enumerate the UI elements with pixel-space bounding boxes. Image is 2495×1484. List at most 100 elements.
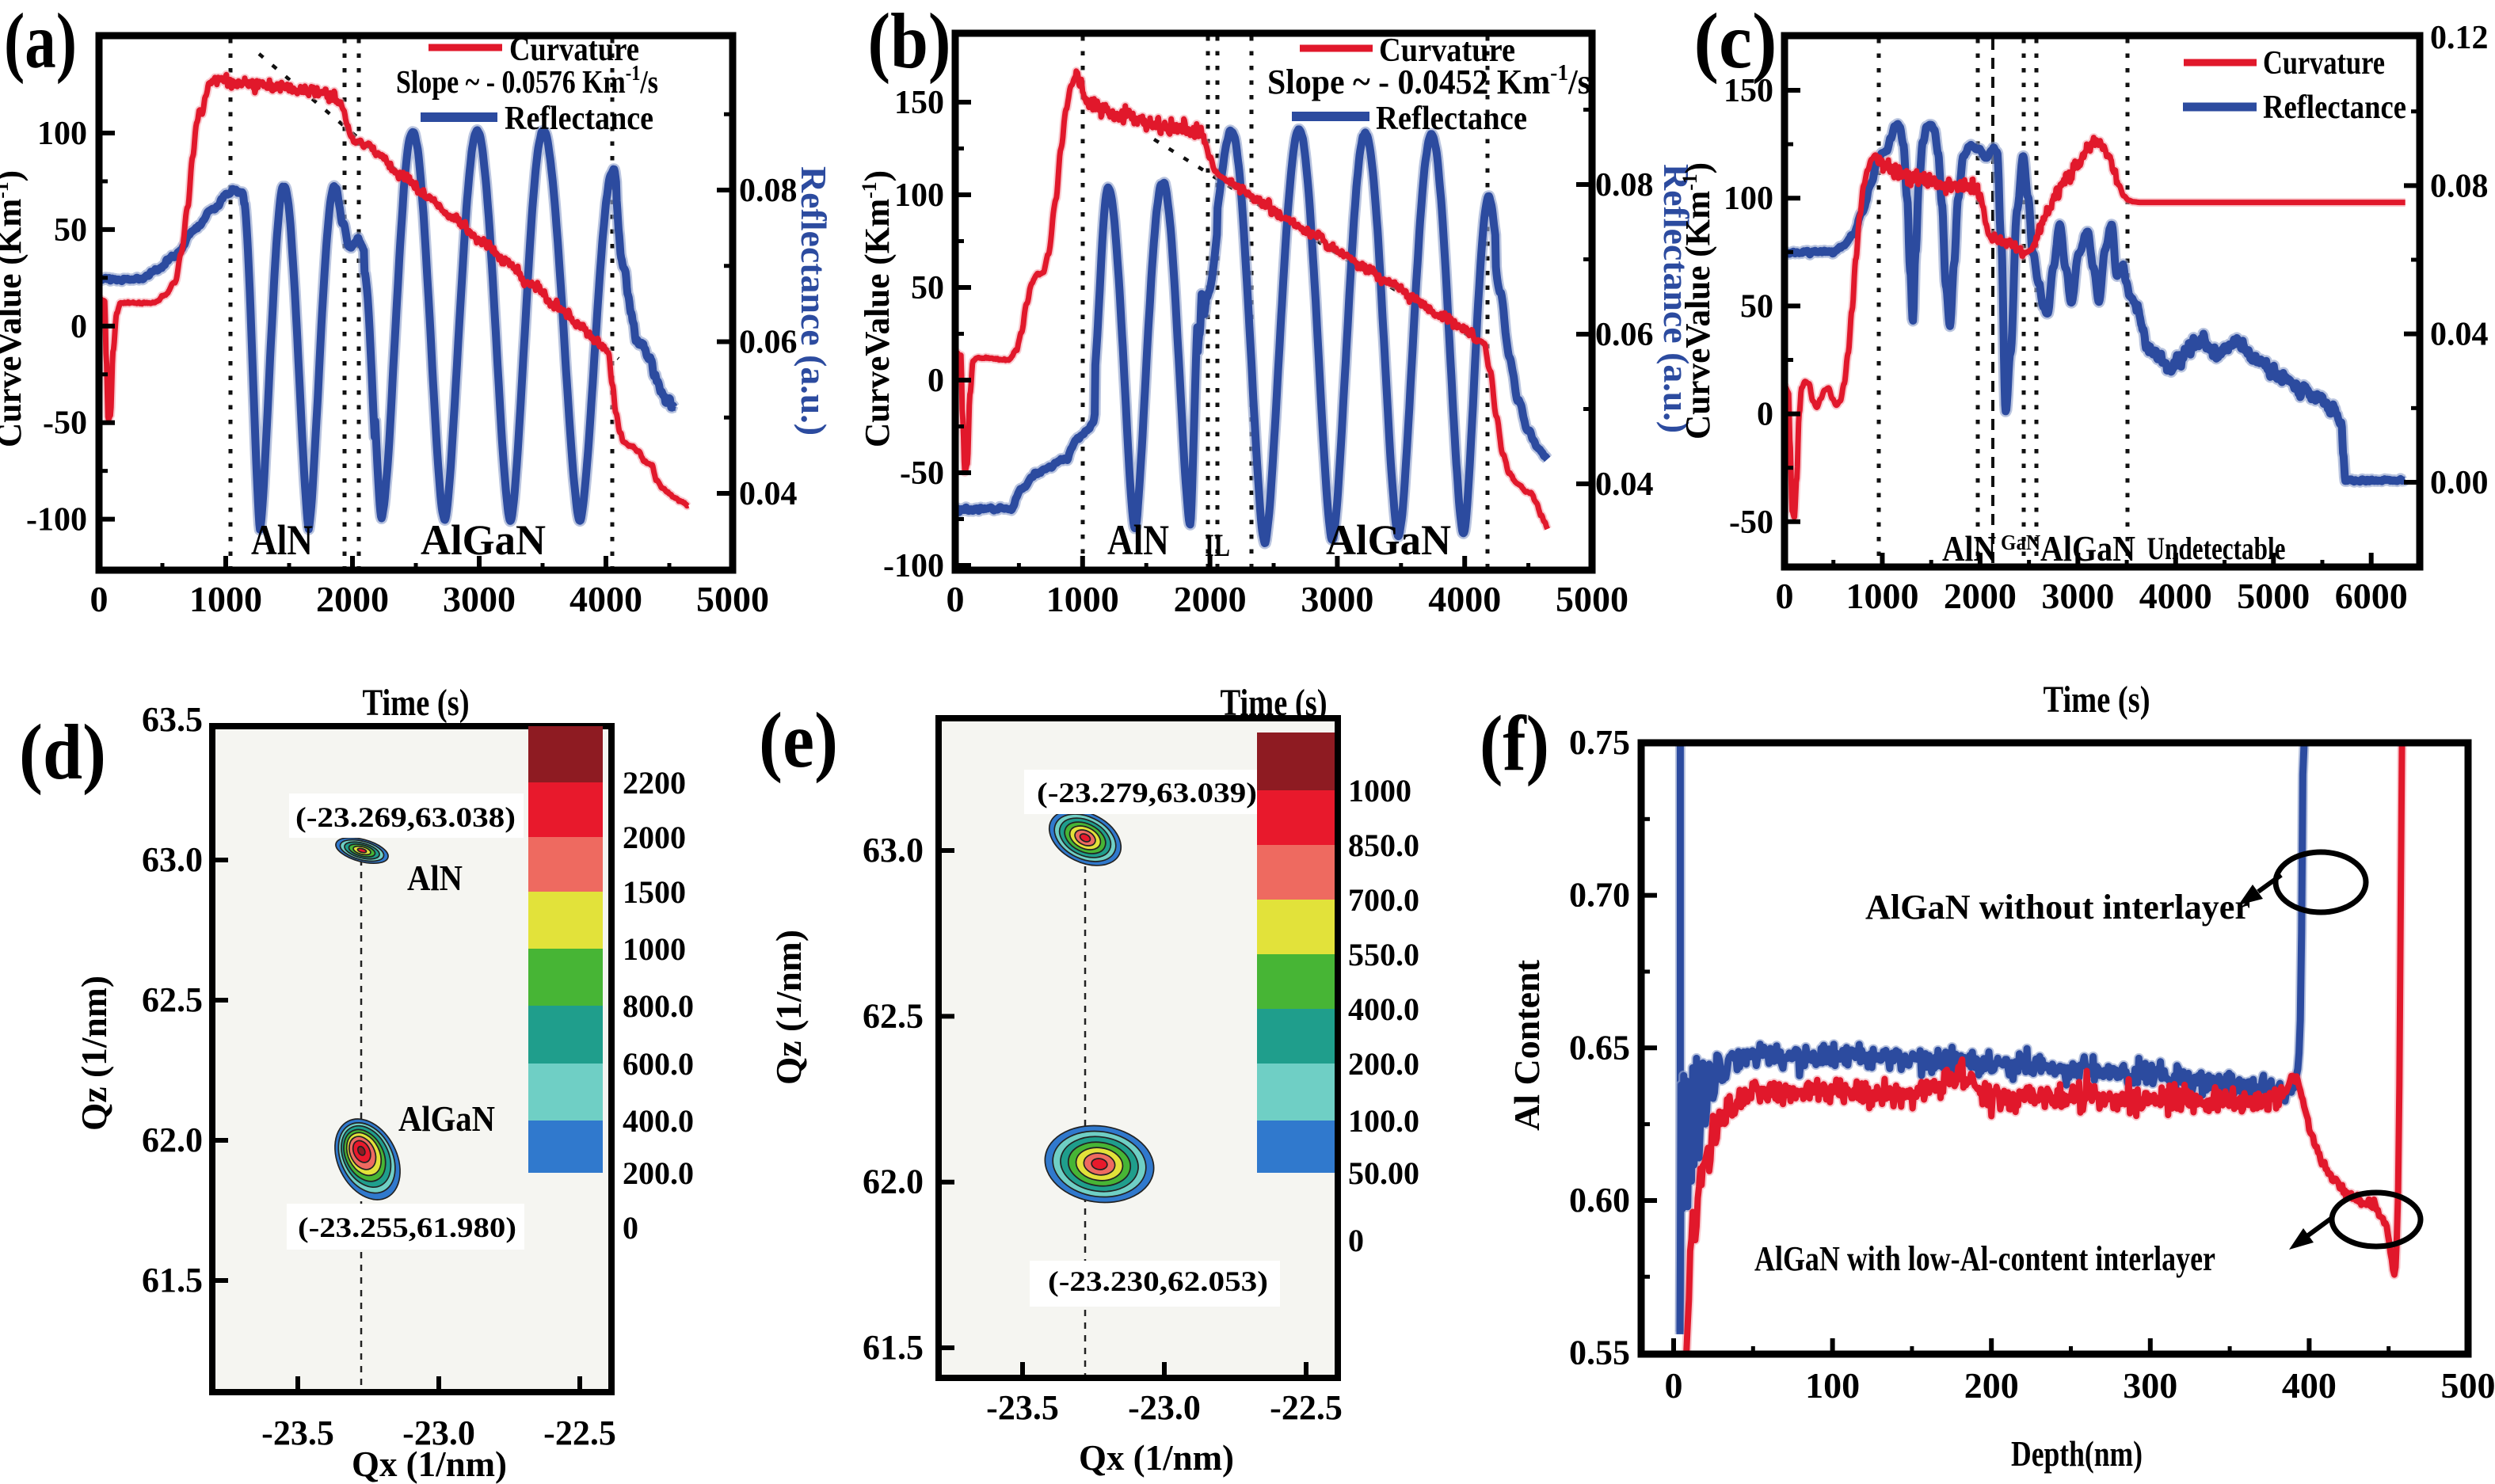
svg-text:200.0: 200.0 [623,1155,694,1191]
svg-text:0: 0 [928,363,944,399]
svg-text:63.0: 63.0 [863,831,924,869]
svg-text:0.04: 0.04 [1595,466,1654,503]
svg-text:150: 150 [894,85,944,121]
svg-text:0.55: 0.55 [1569,1334,1630,1372]
svg-text:500: 500 [2441,1365,2495,1406]
svg-text:800.0: 800.0 [623,988,694,1024]
svg-text:Qx (1/nm): Qx (1/nm) [352,1444,507,1484]
svg-text:0: 0 [1776,576,1794,616]
svg-text:AlGaN: AlGaN [2040,528,2135,569]
svg-text:61.5: 61.5 [142,1261,203,1299]
svg-text:Curvature: Curvature [2263,45,2385,82]
svg-text:62.5: 62.5 [142,980,203,1019]
svg-text:4000: 4000 [1428,579,1501,619]
svg-text:0: 0 [623,1210,638,1246]
svg-text:0.08: 0.08 [2430,168,2489,204]
svg-text:-23.5: -23.5 [261,1414,334,1452]
svg-text:Depth(nm): Depth(nm) [2011,1433,2143,1474]
svg-text:1000: 1000 [1846,576,1918,616]
svg-text:61.5: 61.5 [863,1328,924,1367]
svg-text:150: 150 [1724,73,1773,109]
svg-text:AlN: AlN [251,516,313,564]
svg-text:63.0: 63.0 [142,840,203,879]
svg-text:AlN: AlN [1942,528,1996,569]
svg-text:0: 0 [1348,1223,1364,1258]
svg-text:-22.5: -22.5 [543,1414,616,1452]
svg-text:(a): (a) [4,0,77,85]
svg-text:0.08: 0.08 [1595,167,1654,204]
svg-text:0: 0 [90,579,109,619]
svg-text:Time (s): Time (s) [363,682,470,724]
svg-text:1000: 1000 [189,579,262,619]
svg-text:400: 400 [2282,1365,2337,1406]
svg-text:Qz (1/nm): Qz (1/nm) [768,930,809,1085]
svg-text:700.0: 700.0 [1348,882,1419,918]
svg-text:(-23.230,62.053): (-23.230,62.053) [1048,1265,1268,1297]
svg-text:Qz (1/nm): Qz (1/nm) [74,976,114,1131]
svg-text:3000: 3000 [443,579,516,619]
svg-text:CurveValue (Km-1): CurveValue (Km-1) [858,170,897,447]
svg-text:1000: 1000 [623,931,686,967]
svg-text:0.65: 0.65 [1569,1028,1630,1067]
svg-text:(d): (d) [19,708,106,796]
svg-text:GaN: GaN [2001,531,2040,554]
svg-text:200.0: 200.0 [1348,1046,1419,1082]
svg-text:AlGaN: AlGaN [398,1098,495,1139]
svg-text:-23.0: -23.0 [402,1414,475,1452]
svg-text:1000: 1000 [1046,579,1119,619]
svg-text:(-23.269,63.038): (-23.269,63.038) [295,801,516,833]
svg-text:4000: 4000 [569,579,642,619]
svg-text:AlN: AlN [407,858,463,898]
svg-text:0.06: 0.06 [739,325,798,361]
svg-text:CurveValue (Km-1): CurveValue (Km-1) [0,170,29,447]
svg-text:CurveValue (Km-1): CurveValue (Km-1) [1678,162,1717,439]
svg-text:62.5: 62.5 [863,996,924,1035]
svg-text:Reflectance: Reflectance [1376,101,1527,137]
svg-text:-50: -50 [1729,504,1773,541]
svg-text:400.0: 400.0 [1348,991,1419,1027]
svg-text:Curvature: Curvature [1379,32,1515,69]
svg-text:2200: 2200 [623,765,686,801]
svg-text:400.0: 400.0 [623,1103,694,1139]
svg-text:-23.0: -23.0 [1128,1388,1201,1427]
svg-text:3000: 3000 [2041,576,2114,616]
svg-text:550.0: 550.0 [1348,937,1419,972]
svg-text:50.00: 50.00 [1348,1155,1419,1191]
svg-text:100.0: 100.0 [1348,1103,1419,1139]
svg-text:Reflectance (a.u.): Reflectance (a.u.) [1656,164,1697,433]
svg-text:-100: -100 [883,548,944,584]
svg-text:(f): (f) [1480,699,1549,787]
svg-text:IL: IL [1205,527,1230,563]
svg-text:Undetectable: Undetectable [2147,531,2286,566]
svg-text:100: 100 [1724,181,1773,217]
svg-text:50: 50 [54,212,87,249]
svg-text:Curvature: Curvature [509,32,639,68]
svg-text:(c): (c) [1694,0,1777,85]
svg-text:0.12: 0.12 [2430,20,2489,56]
svg-text:1000: 1000 [1348,773,1411,809]
svg-text:0.75: 0.75 [1569,723,1630,762]
svg-text:Qx (1/nm): Qx (1/nm) [1079,1437,1234,1478]
svg-text:5000: 5000 [1556,579,1628,619]
svg-text:AlN: AlN [1107,516,1169,564]
svg-text:Reflectance (a.u.): Reflectance (a.u.) [794,166,834,436]
svg-text:0: 0 [1665,1365,1683,1406]
svg-text:0.70: 0.70 [1569,876,1630,915]
svg-text:-23.5: -23.5 [986,1388,1059,1427]
svg-text:-50: -50 [43,405,87,442]
svg-text:0.04: 0.04 [2430,317,2489,353]
svg-text:5000: 5000 [2237,576,2310,616]
svg-text:Reflectance: Reflectance [2263,89,2406,126]
svg-text:6000: 6000 [2335,576,2408,616]
svg-text:AlGaN: AlGaN [1326,516,1451,564]
svg-text:600.0: 600.0 [623,1046,694,1082]
svg-text:-100: -100 [26,502,87,538]
svg-text:100: 100 [1805,1365,1860,1406]
svg-text:0.08: 0.08 [739,173,798,209]
svg-text:2000: 2000 [1174,579,1247,619]
svg-text:AlGaN with low-Al-content inte: AlGaN with low-Al-content interlayer [1754,1239,2215,1278]
svg-text:Slope ~ - 0.0452 Km-1/s: Slope ~ - 0.0452 Km-1/s [1267,60,1590,101]
svg-text:AlGaN: AlGaN [421,516,546,564]
svg-text:200: 200 [1964,1365,2019,1406]
svg-text:0.06: 0.06 [1595,317,1654,353]
